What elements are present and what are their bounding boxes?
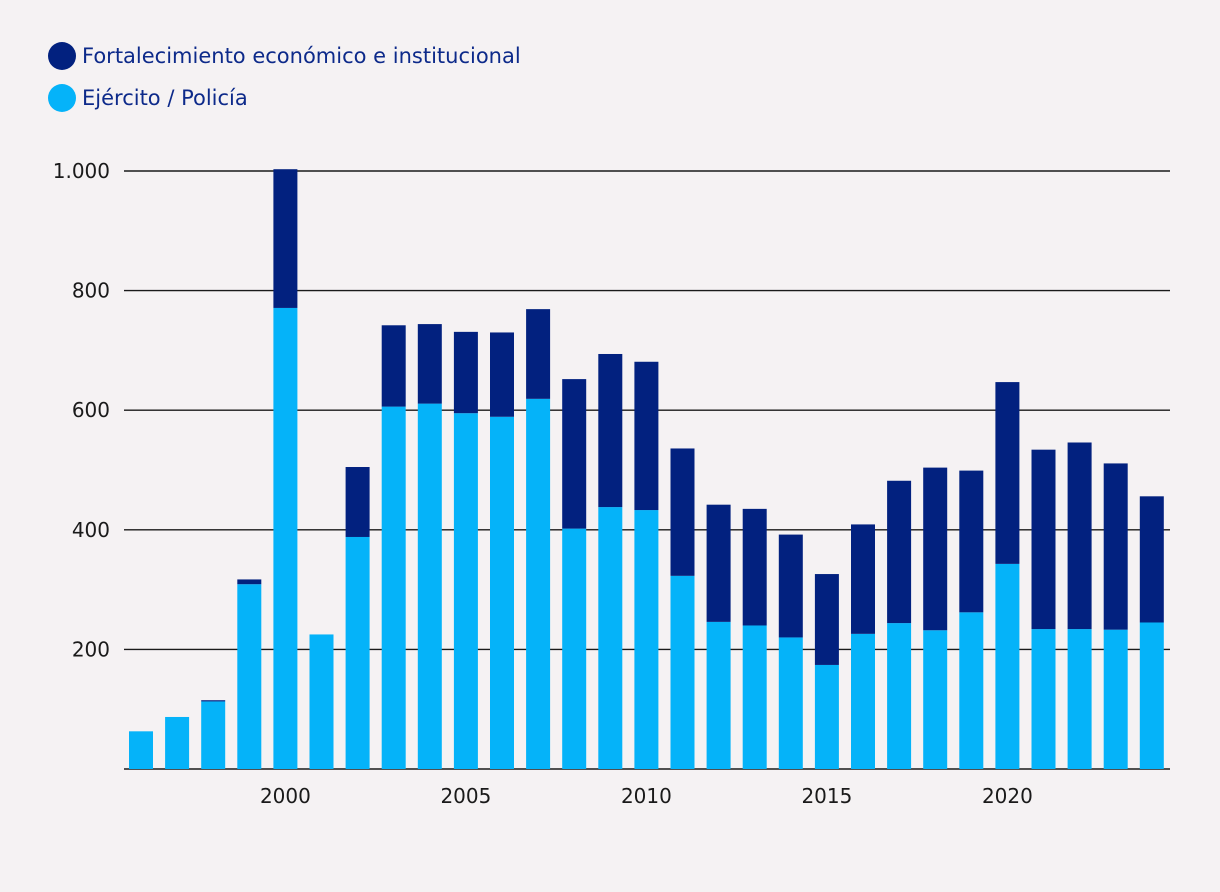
bar-2018-ejercito-policia xyxy=(923,630,948,769)
bar-2008-ejercito-policia xyxy=(562,528,587,769)
x-tick-label-2000: 2000 xyxy=(260,784,311,808)
x-tick-label-2015: 2015 xyxy=(801,784,852,808)
bar-2002-fortalecimiento xyxy=(345,467,370,537)
x-tick-label-2005: 2005 xyxy=(440,784,491,808)
bar-2003-fortalecimiento xyxy=(381,325,406,407)
bar-2005-fortalecimiento xyxy=(453,331,478,414)
y-tick-label-800: 800 xyxy=(72,279,110,303)
bar-2014-fortalecimiento xyxy=(778,534,803,638)
bar-2010-fortalecimiento xyxy=(634,361,659,511)
bar-2004-fortalecimiento xyxy=(417,324,442,404)
y-tick-label-1000: 1.000 xyxy=(53,159,110,183)
x-tick-label-2010: 2010 xyxy=(621,784,672,808)
bar-2023-fortalecimiento xyxy=(1103,463,1128,630)
bar-2024-ejercito-policia xyxy=(1139,622,1164,769)
bar-2005-ejercito-policia xyxy=(453,413,478,769)
bar-2000-ejercito-policia xyxy=(273,307,298,769)
bar-2017-fortalecimiento xyxy=(887,480,912,624)
bar-2006-ejercito-policia xyxy=(490,416,514,769)
legend-item-fortalecimiento: Fortalecimiento económico e instituciona… xyxy=(48,38,521,74)
bar-1998-fortalecimiento xyxy=(201,700,226,702)
bar-2021-fortalecimiento xyxy=(1031,449,1056,630)
bar-2011-ejercito-policia xyxy=(670,575,695,769)
bar-2016-ejercito-policia xyxy=(851,633,875,769)
bar-2003-ejercito-policia xyxy=(381,406,406,769)
bar-2010-ejercito-policia xyxy=(634,510,659,769)
bar-2017-ejercito-policia xyxy=(887,623,912,769)
bar-2015-fortalecimiento xyxy=(814,574,839,665)
bar-2016-fortalecimiento xyxy=(851,524,875,634)
bar-2019-fortalecimiento xyxy=(959,470,984,613)
legend: Fortalecimiento económico e instituciona… xyxy=(48,38,521,122)
bar-2006-fortalecimiento xyxy=(490,332,514,417)
bar-2023-ejercito-policia xyxy=(1103,629,1128,769)
bar-2013-fortalecimiento xyxy=(742,508,767,626)
bar-2022-ejercito-policia xyxy=(1067,629,1092,769)
bar-2015-ejercito-policia xyxy=(814,664,839,769)
bar-2012-ejercito-policia xyxy=(706,621,731,769)
legend-item-ejercito: Ejército / Policía xyxy=(48,80,521,116)
bar-2007-ejercito-policia xyxy=(526,398,551,769)
bar-2013-ejercito-policia xyxy=(742,625,767,769)
bar-2002-ejercito-policia xyxy=(345,536,370,769)
x-tick-label-2020: 2020 xyxy=(982,784,1033,808)
legend-swatch-ejercito xyxy=(48,84,76,112)
y-tick-label-600: 600 xyxy=(72,398,110,422)
bar-2020-ejercito-policia xyxy=(995,563,1020,769)
bar-1999-fortalecimiento xyxy=(237,579,262,585)
bar-2021-ejercito-policia xyxy=(1031,629,1056,769)
bar-1997-ejercito-policia xyxy=(165,716,190,769)
bar-2019-ejercito-policia xyxy=(959,612,984,769)
bar-2008-fortalecimiento xyxy=(562,379,587,529)
bar-2014-ejercito-policia xyxy=(778,637,803,769)
bar-2009-fortalecimiento xyxy=(598,353,623,508)
bar-2001-ejercito-policia xyxy=(309,634,334,769)
bar-1999-ejercito-policia xyxy=(237,584,262,769)
bar-1996-ejercito-policia xyxy=(129,731,153,769)
legend-label-fortalecimiento: Fortalecimiento económico e instituciona… xyxy=(82,44,521,68)
bar-2009-ejercito-policia xyxy=(598,507,623,769)
legend-label-ejercito: Ejército / Policía xyxy=(82,86,248,110)
bar-1998-ejercito-policia xyxy=(201,701,226,769)
bar-2022-fortalecimiento xyxy=(1067,442,1092,630)
legend-swatch-fortalecimiento xyxy=(48,42,76,70)
y-tick-label-400: 400 xyxy=(72,518,110,542)
bar-2007-fortalecimiento xyxy=(526,309,551,399)
bar-2020-fortalecimiento xyxy=(995,382,1020,564)
bar-2000-fortalecimiento xyxy=(273,169,298,308)
bar-2018-fortalecimiento xyxy=(923,467,948,631)
bar-2004-ejercito-policia xyxy=(417,403,442,769)
bar-2012-fortalecimiento xyxy=(706,504,731,622)
bar-2024-fortalecimiento xyxy=(1139,496,1164,623)
y-tick-label-200: 200 xyxy=(72,637,110,661)
bar-2011-fortalecimiento xyxy=(670,448,695,576)
